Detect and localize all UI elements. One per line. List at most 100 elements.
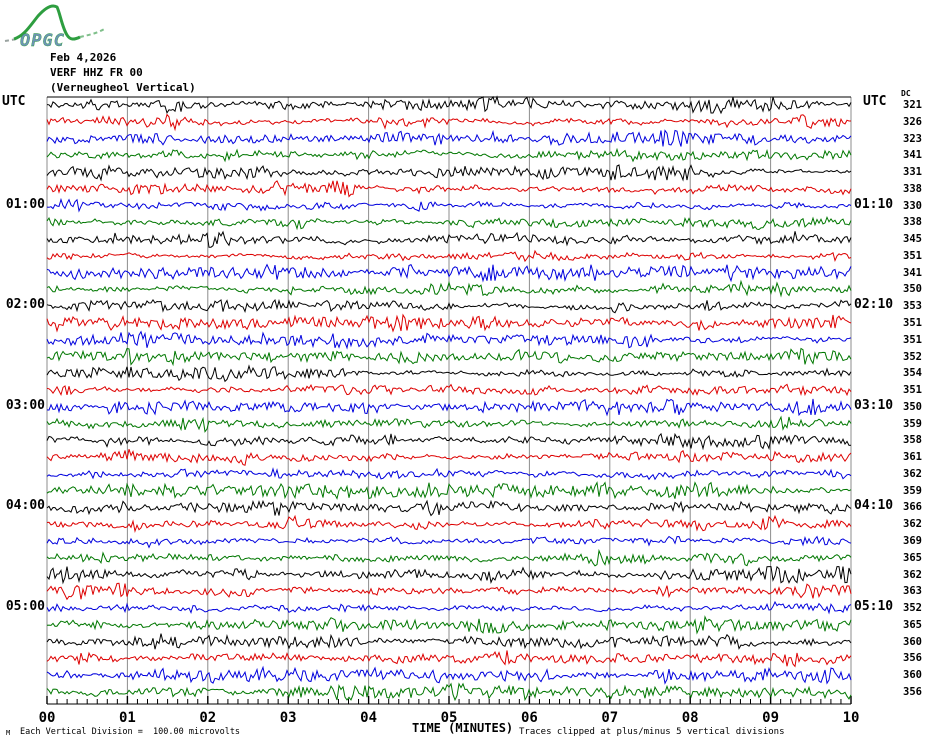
seismo-trace [46,535,852,549]
dc-value: 341 [903,149,922,162]
seismo-trace [46,600,852,615]
dc-value: 350 [903,400,922,413]
dc-value: 366 [903,501,922,514]
dc-value: 360 [903,635,922,648]
dc-value: 338 [903,182,922,195]
dc-value: 350 [903,283,922,296]
dc-value: 352 [903,602,922,615]
dc-value: 363 [903,585,922,598]
left-hour-label: 04:00 [5,498,45,514]
seismo-trace [46,415,852,433]
dc-value: 351 [903,384,922,397]
x-tick-label: 07 [601,710,619,726]
seismo-trace [46,432,852,451]
left-hour-label: 01:00 [5,196,45,212]
x-tick-label: 03 [279,710,297,726]
opgc-logo: OPGC [4,4,107,50]
dc-value: 338 [903,216,922,229]
x-tick-label: 04 [360,710,378,726]
right-hour-label: 03:10 [854,397,894,413]
seismo-trace [46,364,852,383]
x-tick-label: 09 [762,710,780,726]
left-hour-label: 05:00 [5,599,45,615]
logo-text: OPGC [20,31,65,50]
header-date: Feb 4,2026 [50,51,117,64]
x-tick-label: 06 [520,710,538,726]
dc-value: 351 [903,333,922,346]
seismo-trace [46,164,852,182]
seismo-trace [46,582,852,601]
seismo-trace [46,313,852,333]
utc-label-left: UTC [2,94,26,109]
dc-value: 362 [903,568,922,581]
seismo-trace [46,180,852,198]
seismo-trace [46,398,852,417]
dc-value: 362 [903,467,922,480]
dc-value: 323 [903,132,922,145]
dc-value: 352 [903,350,922,363]
dc-value: 356 [903,685,922,698]
seismo-trace [46,113,851,132]
seismo-trace [46,481,852,500]
micro-mark: M [6,729,11,737]
seismo-trace [46,147,852,163]
utc-label-right: UTC [863,94,887,109]
dc-value: 356 [903,652,922,665]
seismo-trace [46,298,852,314]
seismo-trace [46,467,852,481]
dc-value: 345 [903,233,922,246]
dc-value: 351 [903,249,922,262]
dc-value: 359 [903,484,922,497]
seismo-trace [46,665,852,685]
header-station: VERF HHZ FR 00 [50,66,143,79]
seismo-trace [46,615,852,635]
seismo-trace [46,263,852,283]
right-hour-label: 04:10 [854,498,894,514]
dc-value: 321 [903,99,922,111]
seismo-trace [46,249,852,263]
seismo-trace [46,230,852,248]
dc-value: 358 [903,434,922,447]
left-hour-label: 03:00 [5,397,45,413]
x-tick-label: 01 [118,710,136,726]
dc-value: 330 [903,199,922,212]
dc-value: 365 [903,618,922,631]
x-tick-label: 10 [842,710,860,726]
dc-value: 360 [903,669,922,682]
dc-value: 365 [903,551,922,564]
x-tick-label: 08 [681,710,699,726]
logo-curve [13,4,81,41]
seismo-trace [46,215,852,231]
seismo-trace [46,499,852,517]
dc-value: 361 [903,451,922,464]
scale-note: Each Vertical Division = 100.00 microvol… [20,727,241,737]
clip-note: Traces clipped at plus/minus 5 vertical … [519,727,785,737]
seismo-trace [46,347,852,367]
seismo-trace [46,682,852,702]
seismo-trace [46,565,852,585]
seismo-trace [46,383,852,397]
x-axis-title: TIME (MINUTES) [412,721,514,735]
left-hour-label: 02:00 [5,297,45,313]
dc-value: 362 [903,518,922,531]
x-tick-label: 00 [38,710,56,726]
dc-value: 354 [903,367,922,380]
seismo-trace [46,279,852,298]
dc-value: 369 [903,535,922,548]
right-hour-label: 05:10 [854,599,894,615]
seismo-trace [46,514,852,534]
logo-dash-right [79,27,107,38]
dc-value: 331 [903,166,922,179]
seismo-trace [46,548,852,567]
seismo-trace [46,633,852,650]
dc-value: 351 [903,317,922,329]
seismo-trace [46,650,852,668]
seismo-trace [46,95,852,115]
right-hour-label: 01:10 [854,196,894,212]
dc-value: 341 [903,266,922,279]
seismo-trace [46,197,852,213]
seismo-trace [46,330,852,350]
seismo-trace [46,129,852,147]
dc-header-label: DC [901,89,911,98]
